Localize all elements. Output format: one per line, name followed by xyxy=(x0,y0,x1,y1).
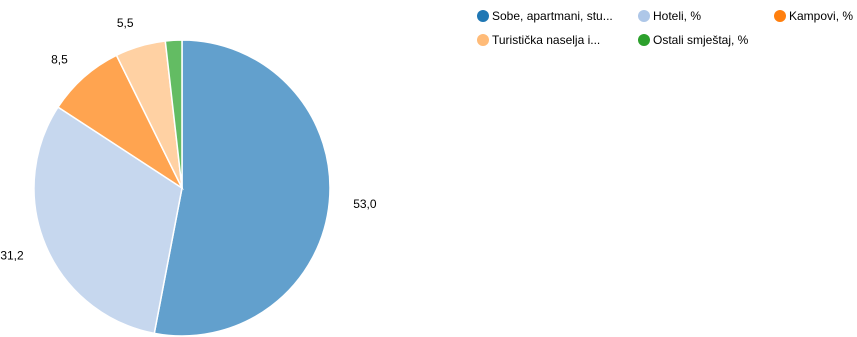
legend-dot-ostali-smjestaj xyxy=(638,34,650,46)
legend-item-turisticka-naselja[interactable]: Turistička naselja i... xyxy=(477,33,600,47)
legend-label-hoteli: Hoteli, % xyxy=(653,9,702,23)
pie-slice-hoteli[interactable] xyxy=(33,106,183,335)
legend-label-turisticka-naselja: Turistička naselja i... xyxy=(492,33,601,47)
legend-item-sobe[interactable]: Sobe, apartmani, stu... xyxy=(477,9,613,23)
legend-dot-hoteli xyxy=(638,10,650,22)
pie-slice-ostali-smjestaj[interactable] xyxy=(164,39,183,189)
legend-label-sobe: Sobe, apartmani, stu... xyxy=(492,9,613,23)
pie-chart: 53,0 31,2 8,5 5,5 xyxy=(0,16,377,337)
pie-labels: 53,0 31,2 8,5 5,5 xyxy=(0,16,377,262)
legend-dot-turisticka-naselja xyxy=(477,34,489,46)
legend-dot-kampovi xyxy=(774,10,786,22)
legend: Sobe, apartmani, stu... Hoteli, % Kampov… xyxy=(477,9,855,49)
legend-dot-sobe xyxy=(477,10,489,22)
legend-item-kampovi[interactable]: Kampovi, % xyxy=(774,9,853,23)
legend-label-kampovi: Kampovi, % xyxy=(789,9,854,23)
legend-item-ostali-smjestaj[interactable]: Ostali smještaj, % xyxy=(638,33,748,47)
pie-label-kampovi: 8,5 xyxy=(51,52,68,66)
legend-item-hoteli[interactable]: Hoteli, % xyxy=(638,9,701,23)
pie-slice-sobe[interactable] xyxy=(153,39,331,337)
legend-label-ostali-smjestaj: Ostali smještaj, % xyxy=(653,33,749,47)
pie-slices xyxy=(33,39,331,337)
pie-label-hoteli: 31,2 xyxy=(0,248,24,262)
pie-label-turisticka-naselja: 5,5 xyxy=(117,16,134,30)
pie-label-sobe: 53,0 xyxy=(353,197,377,211)
